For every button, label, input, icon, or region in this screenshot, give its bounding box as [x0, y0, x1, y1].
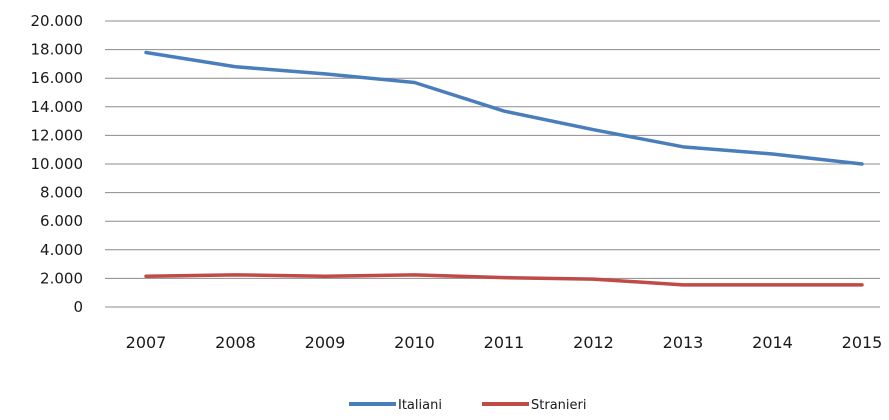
x-tick-label: 2007: [126, 333, 167, 352]
x-tick-label: 2009: [305, 333, 346, 352]
y-tick-label: 20.000: [31, 12, 84, 30]
y-tick-label: 14.000: [31, 98, 84, 116]
series-line-italiani: [146, 52, 862, 164]
series-line-stranieri: [146, 275, 862, 285]
y-tick-label: 12.000: [31, 126, 84, 144]
x-tick-label: 2014: [752, 333, 793, 352]
y-tick-label: 16.000: [31, 69, 84, 87]
legend: Italiani Stranieri: [349, 398, 586, 413]
y-tick-label: 2.000: [40, 269, 83, 287]
x-tick-label: 2010: [394, 333, 435, 352]
legend-label-stranieri: Stranieri: [531, 398, 586, 413]
legend-label-italiani: Italiani: [398, 398, 442, 413]
y-tick-label: 10.000: [31, 155, 84, 173]
y-axis-ticks: 0 2.000 4.000 6.000 8.000 10.000 12.000 14.000 1…: [31, 12, 84, 316]
y-tick-label: 6.000: [40, 212, 83, 230]
x-tick-label: 2015: [842, 333, 883, 352]
x-axis-ticks: 2007 2008 2009 2010 2011 2012 2013 2014 2015: [126, 333, 883, 352]
y-tick-label: 0: [73, 298, 83, 316]
y-tick-label: 8.000: [40, 184, 83, 202]
x-tick-label: 2011: [484, 333, 525, 352]
y-tick-label: 4.000: [40, 241, 83, 259]
x-tick-label: 2013: [663, 333, 704, 352]
x-tick-label: 2012: [573, 333, 614, 352]
x-tick-label: 2008: [215, 333, 256, 352]
y-tick-label: 18.000: [31, 41, 84, 59]
